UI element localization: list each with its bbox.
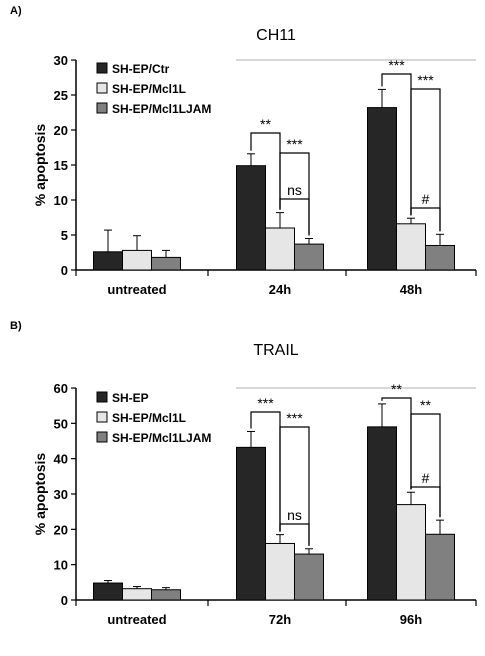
chart2-bar (122, 588, 152, 601)
chart1-significance-bracket (279, 198, 310, 236)
chart1-y-tick-label: 15 (54, 158, 68, 173)
chart1-bar (151, 256, 181, 271)
chart1-bar (396, 223, 426, 271)
chart2-bar (265, 542, 295, 601)
chart2-bar (367, 426, 397, 601)
chart2-legend-label: SH-EP/Mcl1L (112, 411, 186, 425)
panel-b-label: B) (10, 320, 22, 332)
chart2-y-tick-label: 60 (54, 381, 68, 396)
chart2-title: TRAIL (253, 342, 298, 359)
chart1-bar (236, 165, 266, 271)
chart1-legend-swatch (96, 102, 108, 114)
chart2-y-tick-label: 20 (54, 522, 68, 537)
chart2-y-tick-label: 10 (54, 558, 68, 573)
chart1-bar (93, 251, 123, 271)
chart2-legend-swatch (96, 391, 108, 403)
chart2-significance-bracket (279, 426, 310, 546)
chart2-bar (236, 446, 266, 601)
chart2-bar (294, 553, 324, 601)
chart2-legend-swatch (96, 411, 108, 423)
chart2-significance-label: ns (287, 507, 302, 523)
chart1-y-tick-label: 25 (54, 88, 68, 103)
chart1-legend-label: SH-EP/Mcl1LJAM (112, 102, 211, 116)
chart2-legend-swatch (96, 431, 108, 443)
chart2-bar (425, 533, 455, 601)
chart1-legend-label: SH-EP/Mcl1L (112, 82, 186, 96)
chart2-y-axis-label: % apoptosis (32, 453, 48, 536)
chart2-significance-label: ** (420, 397, 431, 413)
chart2-significance-label: # (422, 470, 430, 486)
chart2-legend-label: SH-EP/Mcl1LJAM (112, 431, 211, 445)
chart1-significance-label: ** (260, 116, 271, 132)
chart1-legend-swatch (96, 62, 108, 74)
chart1-significance-label: ns (287, 182, 302, 198)
chart2-bar (93, 582, 123, 601)
chart1-legend-label: SH-EP/Ctr (112, 62, 170, 76)
chart1-y-tick-label: 30 (54, 53, 68, 68)
chart1-y-tick-label: 10 (54, 193, 68, 208)
chart1-significance-label: *** (388, 57, 405, 73)
chart2-significance-label: *** (286, 410, 303, 426)
chart2-significance-bracket (279, 523, 310, 546)
chart2-significance-label: *** (257, 395, 274, 411)
chart2-significance-bracket (410, 413, 441, 518)
chart2-significance-bracket (410, 486, 441, 518)
chart1-title: CH11 (256, 27, 296, 44)
chart2-y-tick-label: 40 (54, 452, 68, 467)
chart1-bar (122, 249, 152, 271)
chart2-y-tick-label: 0 (61, 593, 68, 608)
chart2-category-label: 72h (269, 612, 291, 627)
chart1-y-axis-label: % apoptosis (32, 124, 48, 207)
chart1-significance-bracket (410, 207, 441, 232)
chart1-bar (425, 245, 455, 271)
chart1-significance-label: *** (417, 72, 434, 88)
chart2-significance-label: ** (391, 381, 402, 397)
chart1-category-label: 48h (400, 282, 422, 297)
chart1-bar (294, 243, 324, 271)
chart1-legend-swatch (96, 82, 108, 94)
chart1-y-tick-label: 0 (61, 263, 68, 278)
chart1-y-tick-label: 20 (54, 123, 68, 138)
chart2-category-label: untreated (107, 612, 166, 627)
chart1-y-tick-label: 5 (61, 228, 68, 243)
chart1-significance-label: *** (286, 136, 303, 152)
panel-a-label: A) (10, 5, 22, 17)
chart1-bar (367, 107, 397, 271)
chart1-significance-bracket (410, 88, 441, 232)
chart1-significance-bracket (279, 152, 310, 236)
chart2-y-tick-label: 30 (54, 487, 68, 502)
chart2-category-label: 96h (400, 612, 422, 627)
chart2-bar (151, 589, 181, 601)
chart1-category-label: untreated (107, 282, 166, 297)
chart1-bar (265, 227, 295, 271)
chart2-legend-label: SH-EP (112, 391, 149, 405)
chart1-category-label: 24h (269, 282, 291, 297)
chart2-bar (396, 504, 426, 601)
chart1-significance-label: # (422, 191, 430, 207)
chart2-y-tick-label: 50 (54, 416, 68, 431)
